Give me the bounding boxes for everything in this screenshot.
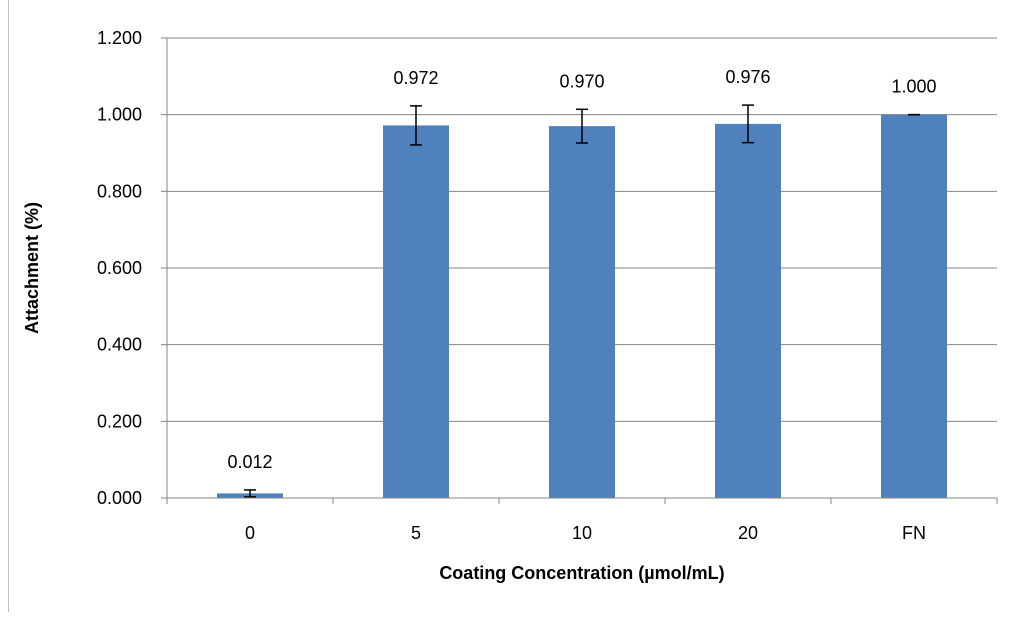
bar <box>383 125 449 499</box>
data-label: 0.972 <box>393 68 438 88</box>
data-labels: 0.012 0.972 0.970 0.976 1.000 <box>227 67 936 472</box>
error-bars <box>244 104 920 498</box>
x-tick-labels: 0 5 10 20 FN <box>245 523 926 543</box>
x-tick-label: 5 <box>411 523 421 543</box>
bar <box>549 126 615 499</box>
y-tick-label: 0.800 <box>97 181 142 201</box>
y-tick-label: 1.000 <box>97 105 142 125</box>
y-tick-label: 0.400 <box>97 335 142 355</box>
y-tick-label: 0.200 <box>97 411 142 431</box>
chart-frame <box>8 0 1016 612</box>
y-axis-title: Attachment (%) <box>22 202 42 334</box>
x-axis-title: Coating Concentration (µmol/mL) <box>439 563 724 583</box>
axes <box>166 38 998 504</box>
x-tick-label: 0 <box>245 523 255 543</box>
data-label: 0.012 <box>227 452 272 472</box>
x-tick-label: 20 <box>738 523 758 543</box>
y-tick-label: 0.600 <box>97 258 142 278</box>
y-tick-labels: 0.000 0.200 0.400 0.600 0.800 1.000 1.200 <box>97 28 142 508</box>
x-tick-label: 10 <box>572 523 592 543</box>
bar <box>881 114 947 499</box>
y-tick-label: 0.000 <box>97 488 142 508</box>
y-tick-label: 1.200 <box>97 28 142 48</box>
x-tick-label: FN <box>902 523 926 543</box>
data-label: 1.000 <box>891 77 936 97</box>
data-label: 0.970 <box>559 71 604 91</box>
bar <box>715 123 781 498</box>
data-label: 0.976 <box>725 67 770 87</box>
bars <box>217 114 947 499</box>
